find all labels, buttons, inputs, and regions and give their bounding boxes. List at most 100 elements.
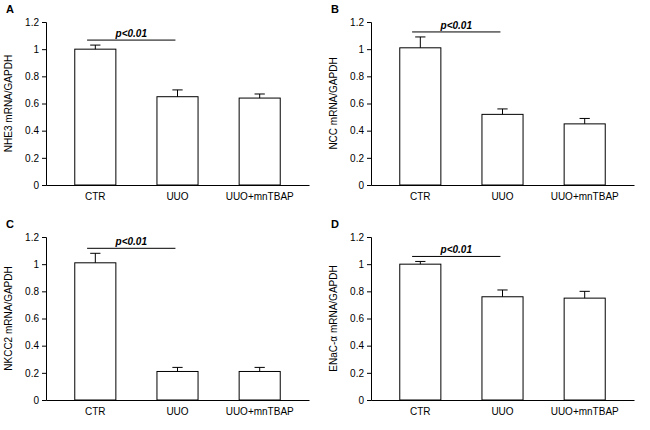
y-tick-label: 1.2 [350, 232, 364, 243]
x-tick-label: UUO [166, 191, 188, 202]
y-tick-label: 0.4 [25, 340, 39, 351]
y-tick-label: 0.4 [350, 340, 364, 351]
bar [482, 297, 523, 400]
y-tick-mark [367, 264, 371, 265]
y-tick-mark [367, 104, 371, 105]
y-tick-mark [367, 400, 371, 401]
bar [400, 264, 441, 400]
x-tick-label: UUO+mnTBAP [226, 406, 294, 417]
panel-title: B [331, 3, 339, 15]
y-tick-label: 0.2 [25, 153, 39, 164]
y-tick-mark [42, 22, 46, 23]
plot-area: 00.20.40.60.811.2CTRUUOUUO+mnTBAPp<0.01 [350, 17, 634, 202]
bar [400, 48, 441, 185]
error-bar [497, 290, 507, 297]
y-axis: 0 0.2 0.4 0.6 0.8 1 1.2 [25, 232, 46, 406]
error-stem [584, 118, 585, 123]
y-tick: 0 [33, 180, 46, 191]
y-tick-mark [42, 319, 46, 320]
y-tick-mark [367, 373, 371, 374]
y-tick-mark [42, 49, 46, 50]
marks [75, 45, 280, 185]
y-tick-label: 0.8 [350, 71, 364, 82]
error-bar [90, 45, 100, 49]
y-tick-mark [42, 158, 46, 159]
x-axis: CTRUUOUUO+mnTBAP [372, 400, 635, 417]
y-tick-label: 0.6 [350, 313, 364, 324]
y-axis-line [367, 238, 372, 401]
y-tick: 0.6 [25, 98, 46, 109]
y-tick-label: 1 [33, 259, 39, 270]
y-tick-label: 0 [33, 395, 39, 406]
y-tick-mark [367, 291, 371, 292]
error-stem [502, 109, 503, 114]
y-tick: 0 [358, 395, 371, 406]
y-axis: 00.20.40.60.811.2 [25, 17, 46, 191]
y-axis-line [42, 23, 47, 186]
x-axis: CTRUUOUUO+mnTBAP [47, 400, 310, 417]
panel: B00.20.40.60.811.2CTRUUOUUO+mnTBAPp<0.01… [328, 3, 635, 202]
error-bar [580, 291, 590, 298]
error-bar [580, 118, 590, 123]
y-tick-label: 0.6 [25, 98, 39, 109]
bar [75, 263, 116, 400]
y-tick-label: 1 [358, 259, 364, 270]
x-tick-label: UUO [491, 191, 513, 202]
panel: C00.20.40.60.811.2CTRUUOUUO+mnTBAPp<0.01… [3, 218, 310, 417]
x-tick-label: UUO+mnTBAP [551, 191, 619, 202]
y-tick-label: 1.2 [25, 232, 39, 243]
y-tick-mark [42, 346, 46, 347]
y-tick: 1.2 [25, 232, 46, 243]
y-tick-mark [42, 264, 46, 265]
x-tick-label: CTR [85, 191, 106, 202]
annotation-line [87, 248, 175, 249]
marks [400, 37, 605, 185]
plot-area: 00.20.40.60.811.2CTRUUOUUO+mnTBAPp<0.01 [350, 232, 634, 417]
error-stem [95, 45, 96, 49]
error-cap [580, 291, 590, 292]
error-stem [95, 253, 96, 263]
error-cap [172, 367, 182, 368]
y-tick: 0.2 [350, 368, 371, 379]
y-tick-mark [367, 185, 371, 186]
error-stem [177, 90, 178, 97]
y-tick-label: 0.2 [350, 153, 364, 164]
error-cap [90, 253, 100, 254]
y-tick: 0.8 [25, 71, 46, 82]
panel-title: D [331, 218, 339, 230]
error-cap [90, 45, 100, 46]
y-tick: 0.2 [25, 368, 46, 379]
x-tick: CTR [85, 400, 106, 417]
y-tick-mark [367, 319, 371, 320]
y-tick-label: 0.8 [25, 286, 39, 297]
y-tick: 1 [358, 44, 371, 55]
y-tick: 0.2 [350, 153, 371, 164]
bar [482, 114, 523, 185]
x-tick: UUO [166, 185, 188, 202]
y-tick-label: 0.4 [25, 125, 39, 136]
x-axis-line [372, 185, 635, 186]
y-tick-label: 1.2 [350, 17, 364, 28]
y-tick-label: 0.6 [25, 313, 39, 324]
y-axis-title: ENaC-α mRNA/GAPDH [328, 265, 339, 371]
error-stem [177, 367, 178, 371]
y-tick-mark [42, 104, 46, 105]
y-tick-label: 0 [358, 395, 364, 406]
x-tick: UUO [491, 400, 513, 417]
x-tick: CTR [85, 185, 106, 202]
error-bar [255, 94, 265, 98]
y-tick-mark [367, 158, 371, 159]
panel-title: A [6, 3, 14, 15]
y-tick: 1 [33, 44, 46, 55]
y-tick: 0.8 [350, 286, 371, 297]
y-tick: 0.6 [25, 313, 46, 324]
figure: A00.20.40.60.811.2CTRUUOUUO+mnTBAPp<0.01… [0, 0, 650, 430]
x-tick-label: CTR [410, 406, 431, 417]
y-tick-mark [42, 237, 46, 238]
y-tick-mark [42, 373, 46, 374]
x-tick-label: UUO [491, 406, 513, 417]
annotation: p<0.01 [440, 20, 473, 31]
annotation-line [412, 256, 500, 257]
y-tick-mark [367, 76, 371, 77]
error-bar [255, 367, 265, 371]
